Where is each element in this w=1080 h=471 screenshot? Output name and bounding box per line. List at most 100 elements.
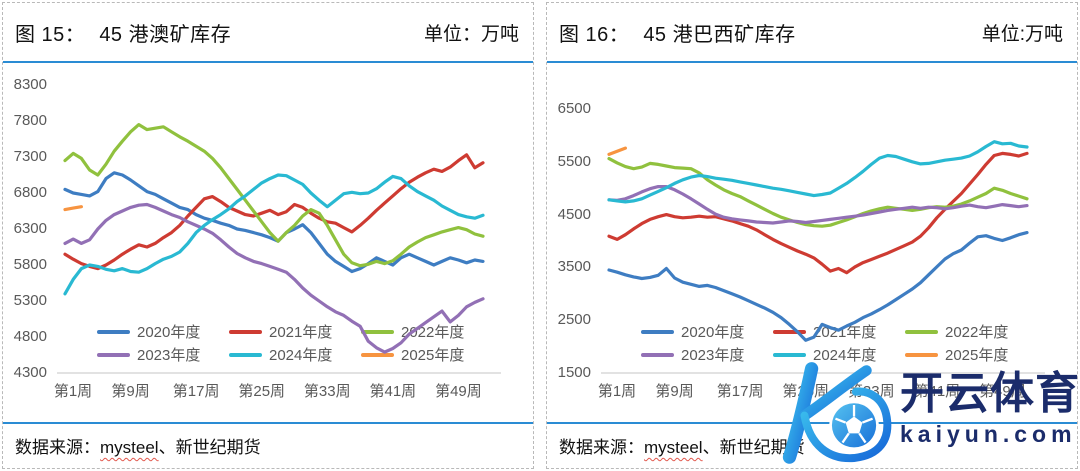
chart-legend: 2020年度 2021年度 2022年度 2023年度 2024年度 2025年度 (637, 320, 1035, 366)
legend-item: 2024年度 (773, 344, 899, 365)
y-tick-label: 5800 (13, 256, 47, 273)
legend-swatch (361, 352, 394, 357)
x-tick-label: 第41周 (913, 383, 961, 400)
legend-label: 2025年度 (401, 347, 465, 364)
legend-swatch (229, 329, 262, 334)
legend-swatch (773, 329, 806, 334)
panel-header: 图 15： 45 港澳矿库存 单位：万吨 (3, 3, 533, 63)
x-tick-label: 第49周 (435, 383, 482, 400)
panel-fig15-australian-ore: 图 15： 45 港澳矿库存 单位：万吨 8300 7800 7300 6800 6300… (2, 2, 534, 469)
chart-area: 6500 5500 4500 3500 2500 1500 2020年度 2021年度 202… (547, 83, 1077, 381)
legend-swatch (641, 352, 674, 357)
y-tick-label: 6500 (557, 100, 591, 117)
panel-fig16-brazilian-ore: 图 16： 45 港巴西矿库存 单位:万吨 6500 5500 4500 3500 250… (546, 2, 1078, 469)
legend-item: 2025年度 (905, 344, 1031, 365)
x-tick-label: 第25周 (238, 383, 286, 400)
y-tick-label: 2500 (557, 311, 591, 329)
legend-swatch (641, 329, 674, 334)
source-suffix: 、新世纪期货 (158, 438, 261, 457)
data-source-note: 数据来源：mysteel、新世纪期货 (3, 422, 533, 468)
legend-label: 2023年度 (137, 347, 201, 364)
series-line-2025年度 (63, 205, 83, 212)
legend-row: 2020年度 2021年度 2022年度 (637, 320, 1035, 343)
series-line-2025年度 (607, 146, 627, 157)
panel-header: 图 16： 45 港巴西矿库存 单位:万吨 (547, 3, 1077, 63)
legend-label: 2021年度 (813, 324, 877, 341)
y-tick-label: 6300 (13, 220, 47, 237)
y-tick-label: 4300 (13, 364, 47, 381)
chart-area: 8300 7800 7300 6800 6300 5800 5300 4800 4300 202… (3, 76, 533, 381)
source-mysteel: mysteel (100, 438, 159, 457)
legend-swatch (773, 352, 806, 357)
figure-title: 图 16： 45 港巴西矿库存 (559, 18, 796, 47)
x-tick-label: 第17周 (172, 383, 220, 400)
legend-item: 2020年度 (641, 321, 767, 342)
legend-label: 2025年度 (945, 347, 1009, 364)
y-tick-label: 5300 (13, 292, 47, 309)
series-line-2024年度 (607, 140, 1029, 204)
legend-item: 2021年度 (773, 321, 899, 342)
legend-label: 2023年度 (681, 347, 745, 364)
legend-item: 2020年度 (97, 321, 223, 342)
legend-swatch (905, 329, 938, 334)
legend-item: 2025年度 (361, 344, 487, 365)
source-prefix: 数据来源： (559, 438, 644, 457)
legend-swatch (97, 329, 130, 334)
legend-item: 2021年度 (229, 321, 355, 342)
y-tick-label: 5500 (557, 152, 591, 170)
y-axis: 8300 7800 7300 6800 6300 5800 5300 4800 4300 (3, 76, 53, 381)
legend-item: 2024年度 (229, 344, 355, 365)
y-axis: 6500 5500 4500 3500 2500 1500 (547, 83, 597, 381)
plot-region: 2020年度 2021年度 2022年度 2023年度 2024年度 2025年度 (53, 83, 505, 375)
legend-item: 2022年度 (361, 321, 487, 342)
x-tick-label: 第41周 (369, 383, 417, 400)
x-tick-label: 第1周 (53, 383, 93, 400)
series-line-2020年度 (63, 171, 485, 274)
chart-legend: 2020年度 2021年度 2022年度 2023年度 2024年度 2025年度 (93, 320, 491, 366)
series-line-2024年度 (63, 173, 485, 296)
y-tick-label: 1500 (557, 364, 591, 381)
y-tick-label: 8300 (13, 76, 47, 93)
x-tick-label: 第1周 (597, 383, 637, 400)
figure-unit: 单位:万吨 (981, 23, 1063, 45)
y-tick-label: 6800 (13, 184, 47, 201)
legend-swatch (361, 329, 394, 334)
legend-label: 2024年度 (813, 347, 877, 364)
figure-unit: 单位：万吨 (423, 23, 519, 45)
legend-swatch (905, 352, 938, 357)
data-source-note: 数据来源：mysteel、新世纪期货 (547, 422, 1077, 468)
x-tick-label: 第25周 (782, 383, 830, 400)
source-mysteel: mysteel (644, 438, 703, 457)
x-tick-label: 第17周 (716, 383, 764, 400)
x-tick-label: 第9周 (111, 383, 150, 400)
series-line-2023年度 (607, 184, 1029, 225)
x-tick-label: 第9周 (655, 383, 694, 400)
x-axis: 第1周 第9周 第17周 第25周 第33周 第41周 第49周 (53, 375, 505, 403)
x-tick-label: 第33周 (303, 383, 351, 400)
legend-label: 2024年度 (269, 347, 333, 364)
legend-label: 2022年度 (401, 324, 465, 341)
source-prefix: 数据来源： (15, 438, 100, 457)
y-tick-label: 4800 (13, 328, 47, 345)
source-suffix: 、新世纪期货 (702, 438, 805, 457)
series-line-2021年度 (63, 153, 485, 271)
legend-row: 2023年度 2024年度 2025年度 (637, 343, 1035, 366)
legend-label: 2020年度 (137, 324, 201, 341)
x-tick-label: 第49周 (979, 383, 1026, 400)
figure-title: 图 15： 45 港澳矿库存 (15, 18, 231, 47)
legend-label: 2020年度 (681, 324, 745, 341)
y-tick-label: 7300 (13, 148, 47, 165)
legend-item: 2022年度 (905, 321, 1031, 342)
y-tick-label: 3500 (557, 258, 591, 276)
figure-label: 图 15： (15, 23, 86, 46)
legend-label: 2022年度 (945, 324, 1009, 341)
x-axis: 第1周 第9周 第17周 第25周 第33周 第41周 第49周 (597, 375, 1049, 403)
legend-row: 2023年度 2024年度 2025年度 (93, 343, 491, 366)
series-line-2022年度 (607, 156, 1029, 228)
figure-title-text: 45 港巴西矿库存 (643, 23, 796, 46)
series-line-2021年度 (607, 151, 1029, 275)
legend-swatch (229, 352, 262, 357)
figure-title-text: 45 港澳矿库存 (99, 23, 232, 46)
legend-item: 2023年度 (641, 344, 767, 365)
